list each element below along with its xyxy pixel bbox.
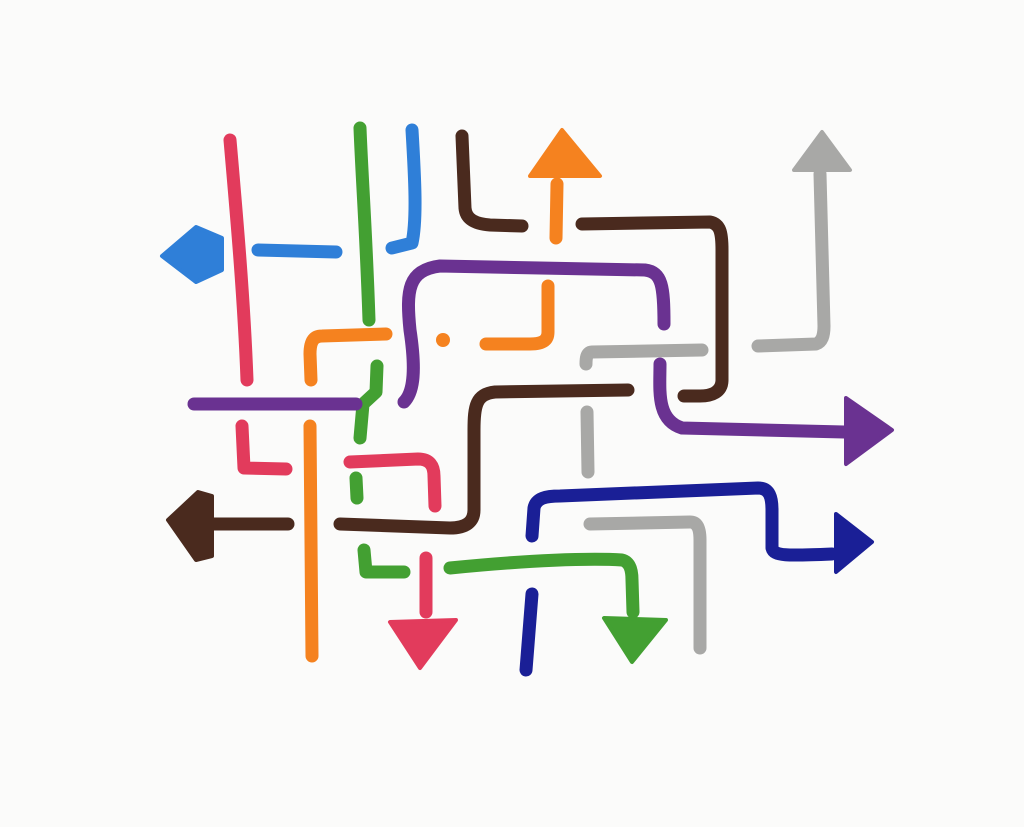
orange-dot [436, 333, 450, 347]
green-arrowhead-down-icon [602, 616, 668, 664]
red-path [223, 133, 458, 670]
red-arrowhead-down-icon [388, 618, 458, 670]
gray-arrowhead-up-icon [792, 130, 852, 172]
purple-arrowhead-right-icon [844, 396, 894, 466]
orange-arrowhead-up-icon [528, 128, 602, 178]
navy-arrowhead-right-icon [834, 512, 874, 574]
brown-path [166, 129, 729, 562]
orange-path [303, 128, 602, 663]
green-path [349, 121, 668, 664]
purple-path [187, 259, 894, 466]
blue-arrowhead-left-icon [160, 225, 224, 284]
brown-arrowhead-left-icon [166, 490, 214, 562]
blue-path [160, 123, 422, 284]
navy-path [519, 481, 874, 677]
gray-path [579, 130, 852, 655]
